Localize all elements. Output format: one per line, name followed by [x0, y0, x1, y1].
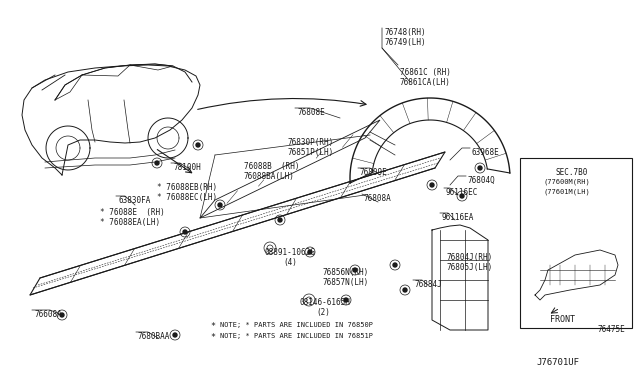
Text: 76851P(LH): 76851P(LH)	[288, 148, 334, 157]
Text: 76608A: 76608A	[34, 310, 61, 319]
Text: *: *	[210, 322, 215, 331]
Text: 7680BAA: 7680BAA	[138, 332, 170, 341]
Text: 76804J(RH): 76804J(RH)	[447, 253, 493, 262]
Text: 76749(LH): 76749(LH)	[385, 38, 427, 47]
Text: (2): (2)	[316, 308, 330, 317]
Text: FRONT: FRONT	[550, 315, 575, 324]
Circle shape	[278, 218, 282, 222]
Text: 76748(RH): 76748(RH)	[385, 28, 427, 37]
Circle shape	[173, 333, 177, 337]
Text: 76804Q: 76804Q	[468, 176, 496, 185]
Text: 76805J(LH): 76805J(LH)	[447, 263, 493, 272]
Text: 76884J: 76884J	[415, 280, 443, 289]
Circle shape	[183, 230, 187, 234]
Text: (77600M(RH): (77600M(RH)	[544, 178, 591, 185]
Text: 76088B  (RH): 76088B (RH)	[244, 162, 300, 171]
Text: * 76088E  (RH): * 76088E (RH)	[100, 208, 164, 217]
Text: (77601M(LH): (77601M(LH)	[544, 188, 591, 195]
Circle shape	[353, 268, 357, 272]
Text: 76857N(LH): 76857N(LH)	[323, 278, 369, 287]
Circle shape	[460, 194, 464, 198]
Text: J76701UF: J76701UF	[536, 358, 579, 367]
Text: 08891-1062G: 08891-1062G	[265, 248, 316, 257]
Circle shape	[155, 161, 159, 165]
Text: 76809E: 76809E	[360, 168, 388, 177]
Text: 96116EA: 96116EA	[442, 213, 474, 222]
Circle shape	[218, 203, 222, 207]
Text: 76808E: 76808E	[298, 108, 326, 117]
Text: 08146-6165H: 08146-6165H	[300, 298, 351, 307]
Text: 96116EC: 96116EC	[446, 188, 478, 197]
Circle shape	[308, 250, 312, 254]
Text: 63830FA: 63830FA	[118, 196, 150, 205]
Text: NOTE; * PARTS ARE INCLUDED IN 76851P: NOTE; * PARTS ARE INCLUDED IN 76851P	[220, 333, 373, 339]
Text: * 76088EC(LH): * 76088EC(LH)	[157, 193, 217, 202]
Text: 76856N(RH): 76856N(RH)	[323, 268, 369, 277]
Circle shape	[393, 263, 397, 267]
Text: 78100H: 78100H	[173, 163, 201, 172]
Circle shape	[478, 166, 482, 170]
Circle shape	[344, 298, 348, 302]
Text: 63968E: 63968E	[472, 148, 500, 157]
Text: NOTE; * PARTS ARE INCLUDED IN 76850P: NOTE; * PARTS ARE INCLUDED IN 76850P	[220, 322, 373, 328]
Text: 76475E: 76475E	[598, 325, 626, 334]
Text: 76808A: 76808A	[364, 194, 392, 203]
Bar	[520, 158, 632, 328]
Text: SEC.7B0: SEC.7B0	[556, 168, 588, 177]
Text: * 76088EB(RH): * 76088EB(RH)	[157, 183, 217, 192]
Text: 76861C (RH): 76861C (RH)	[400, 68, 451, 77]
Text: 76088BA(LH): 76088BA(LH)	[244, 172, 295, 181]
Circle shape	[403, 288, 407, 292]
Circle shape	[60, 313, 64, 317]
Text: *: *	[210, 333, 215, 342]
Circle shape	[196, 143, 200, 147]
Text: 76861CA(LH): 76861CA(LH)	[400, 78, 451, 87]
Text: (4): (4)	[283, 258, 297, 267]
Text: * 76088EA(LH): * 76088EA(LH)	[100, 218, 160, 227]
Text: 76830P(RH): 76830P(RH)	[288, 138, 334, 147]
Circle shape	[430, 183, 434, 187]
